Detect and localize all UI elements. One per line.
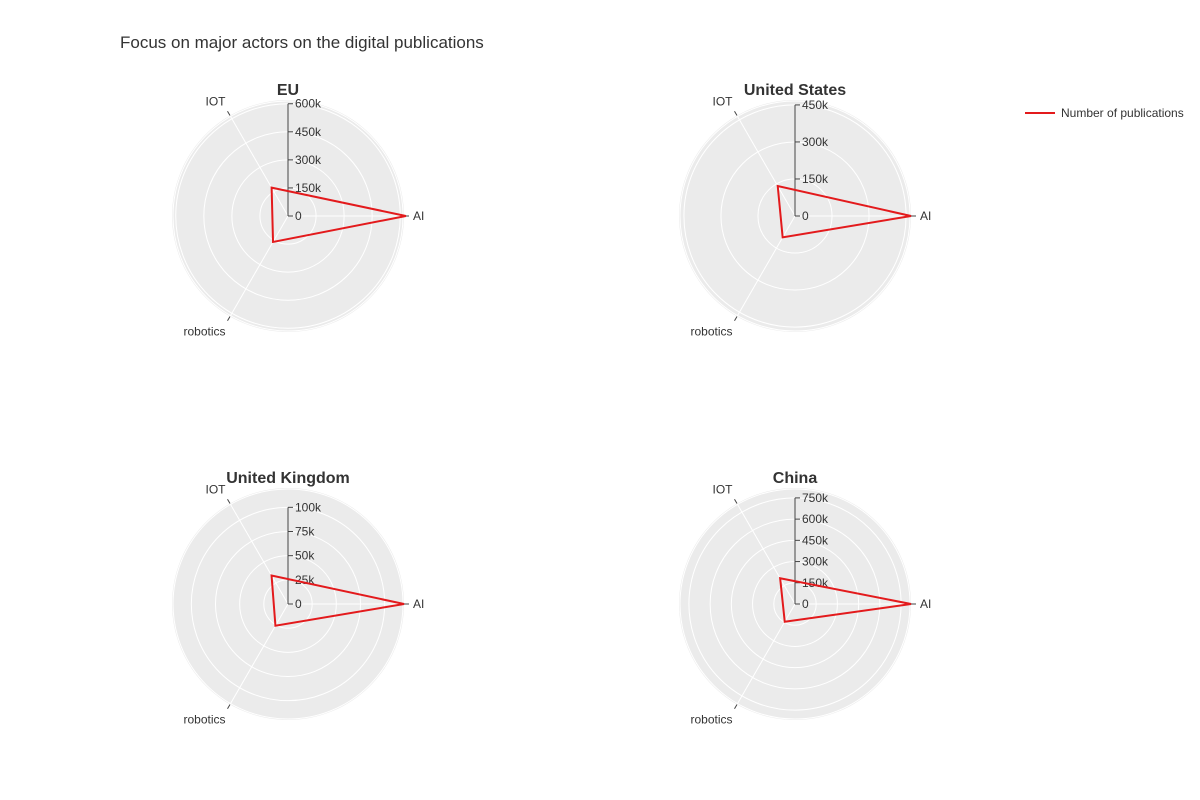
category-label: IOT (206, 95, 227, 109)
legend-line-swatch (1025, 112, 1055, 114)
panel-title: China (773, 470, 818, 487)
radial-tick-label: 0 (802, 209, 809, 223)
legend-label: Number of publications (1061, 106, 1184, 120)
panel-title: EU (277, 82, 299, 99)
category-label: AI (920, 597, 931, 611)
radial-tick-label: 75k (295, 525, 315, 539)
series-line (270, 186, 407, 244)
category-label: AI (413, 209, 424, 223)
angular-gridline (229, 503, 289, 605)
radial-tick-label: 150k (295, 181, 322, 195)
angular-gridline (736, 115, 796, 217)
angular-tick (734, 498, 738, 504)
category-label: robotics (690, 324, 732, 338)
page-title: Focus on major actors on the digital pub… (120, 33, 484, 52)
angular-tick (227, 704, 231, 710)
angular-tick (227, 498, 231, 504)
angular-gridline (229, 603, 289, 705)
category-label: robotics (690, 712, 732, 726)
radial-tick-label: 150k (802, 172, 829, 186)
angular-tick (734, 110, 738, 116)
radial-tick-label: 0 (295, 209, 302, 223)
angular-gridline (229, 215, 289, 317)
category-label: IOT (713, 95, 734, 109)
angular-gridline (736, 215, 796, 317)
series-line (270, 574, 405, 627)
series-line (776, 184, 912, 239)
radial-tick-label: 600k (295, 97, 322, 111)
angular-tick (227, 110, 231, 116)
radial-tick-label: 450k (802, 533, 829, 547)
radial-tick-label: 0 (802, 597, 809, 611)
category-label: IOT (713, 483, 734, 497)
category-label: robotics (183, 712, 225, 726)
radar-panel: 0 150k 300k 450k 600k AI IOT robotics EU (172, 82, 424, 338)
category-label: IOT (206, 483, 227, 497)
radar-panel: 0 150k 300k 450k AI IOT robotics United States (679, 82, 931, 338)
panel-title: United States (744, 82, 846, 99)
category-label: robotics (183, 324, 225, 338)
series-line (779, 577, 912, 623)
category-label: AI (920, 209, 931, 223)
radial-tick-label: 450k (295, 125, 322, 139)
radial-tick-label: 600k (802, 512, 829, 526)
angular-gridline (736, 503, 796, 605)
radial-tick-label: 300k (802, 135, 829, 149)
legend[interactable]: Number of publications (1025, 106, 1184, 120)
radial-tick-label: 100k (295, 500, 322, 514)
radial-tick-label: 750k (802, 491, 829, 505)
angular-tick (734, 316, 738, 322)
angular-tick (227, 316, 231, 322)
category-label: AI (413, 597, 424, 611)
radial-tick-label: 300k (802, 555, 829, 569)
angular-gridline (229, 115, 289, 217)
angular-tick (734, 704, 738, 710)
radial-tick-label: 300k (295, 153, 322, 167)
panel-title: United Kingdom (226, 470, 350, 487)
radial-tick-label: 50k (295, 549, 315, 563)
radial-tick-label: 450k (802, 98, 829, 112)
radial-tick-label: 0 (295, 597, 302, 611)
